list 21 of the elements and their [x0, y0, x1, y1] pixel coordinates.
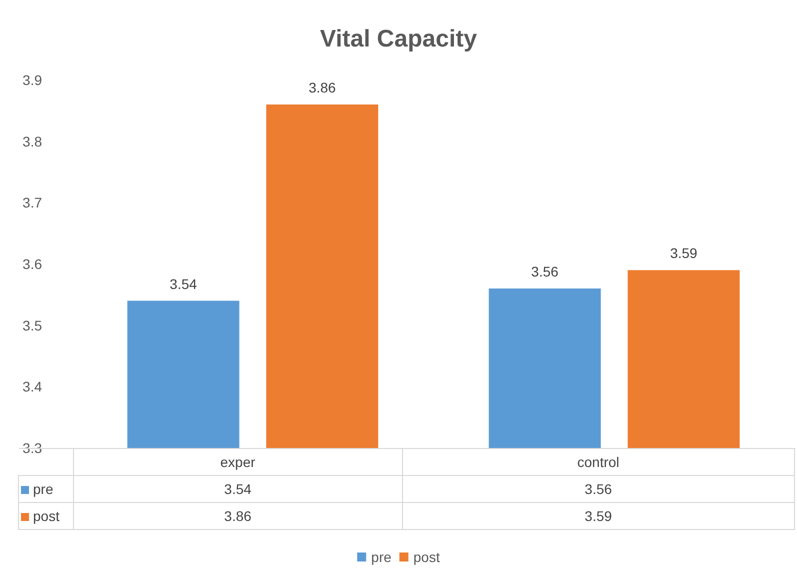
text: post	[33, 508, 60, 524]
annotation: 3.86	[308, 80, 336, 96]
y-tick-label: 3.4	[22, 378, 42, 395]
data-label: 3.59	[402, 502, 794, 530]
data-label: 3.86	[74, 502, 402, 530]
y-tick-label: 3.7	[22, 194, 42, 211]
legend-label: post	[413, 549, 440, 565]
y-tick-label: 3.9	[22, 72, 42, 88]
y-tick-label: 3.8	[22, 133, 42, 150]
x-tick-label: control	[402, 448, 794, 476]
annotation: 3.56	[531, 264, 559, 280]
annotation: 3.59	[670, 245, 698, 262]
annotation: 3.54	[170, 276, 198, 292]
x-tick-label: exper	[74, 448, 402, 476]
data-label: 3.56	[402, 476, 794, 502]
data-label: 3.54	[74, 476, 402, 502]
chart-title: Vital Capacity	[320, 26, 478, 52]
legend-label: pre	[18, 476, 74, 502]
text: pre	[371, 549, 392, 565]
y-tick-label: 3.5	[22, 317, 42, 334]
y-tick-label: 3.6	[22, 256, 42, 272]
